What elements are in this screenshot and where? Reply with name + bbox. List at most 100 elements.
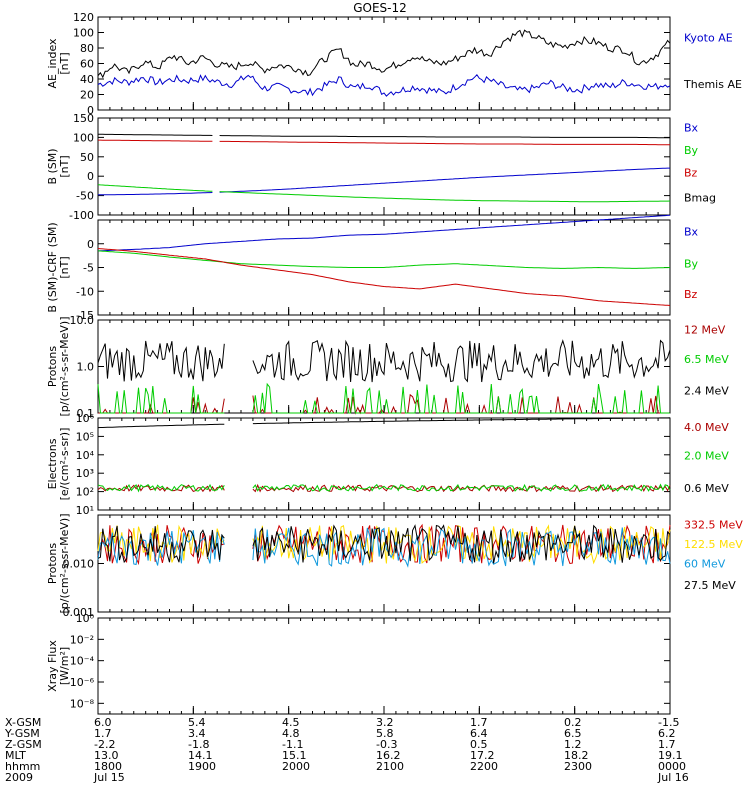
y-tick-label: 10² — [76, 486, 94, 499]
orbit-cell: 5.4 — [188, 716, 206, 729]
series-line — [97, 184, 671, 203]
orbit-cell: 16.2 — [376, 749, 401, 762]
orbit-cell: 17.2 — [470, 749, 495, 762]
series-line — [97, 382, 670, 414]
series-line — [98, 139, 671, 146]
orbit-cell: -2.2 — [94, 738, 115, 751]
orbit-cell: 14.1 — [188, 749, 213, 762]
orbit-cell: 1.7 — [470, 716, 488, 729]
legend-label: 6.5 MeV — [684, 353, 729, 366]
legend-label: Bz — [684, 166, 698, 179]
orbit-cell: 1800 — [94, 760, 122, 773]
orbit-cell: 1.7 — [94, 727, 112, 740]
orbit-row-label: 2009 — [5, 771, 33, 784]
y-tick-label: 10⁶ — [76, 412, 95, 425]
orbit-cell: 2300 — [564, 760, 592, 773]
y-tick-label: 10⁻⁶ — [70, 676, 95, 689]
orbit-row-label: Z-GSM — [5, 738, 42, 751]
series-line — [97, 214, 671, 252]
y-tick-label: 100 — [73, 27, 94, 40]
panel-bsm: -100 -50 0 50 100 150 B (SM) [nT] Bx By Bz Bmag — [46, 112, 716, 222]
orbit-cell: 19.1 — [658, 749, 683, 762]
orbit-cell: 18.2 — [564, 749, 589, 762]
legend-label: Themis AE — [683, 78, 742, 91]
y-tick-label: 60 — [80, 58, 94, 71]
legend-label: 332.5 MeV — [684, 519, 743, 532]
orbit-cell: 4.8 — [282, 727, 300, 740]
y-tick-label: 0 — [87, 104, 94, 117]
legend-label: 4.0 MeV — [684, 421, 729, 434]
legend-label: Bmag — [684, 192, 716, 205]
y-tick-label: 0 — [87, 170, 94, 183]
orbit-cell: -1.8 — [188, 738, 209, 751]
y-axis-label: [W/m²] — [58, 647, 71, 685]
orbit-row-label: Y-GSM — [4, 727, 40, 740]
y-axis-label: [nT] — [58, 52, 71, 74]
orbit-cell: 0.5 — [470, 738, 488, 751]
orbit-cell: 2100 — [376, 760, 404, 773]
legend-label: Bx — [684, 225, 699, 238]
panel-protons_low: 0.1 1.0 10.0 Protons [p/(cm²-s-sr-MeV)] 12 Me… — [46, 314, 729, 420]
panel-frame — [97, 117, 671, 216]
y-axis-label: Xray Flux — [46, 640, 59, 692]
panel-electrons: 10¹ 10² 10³ 10⁴ 10⁵ 10⁶ Electrons [e/(cm²-s-sr)… — [46, 412, 729, 517]
orbit-cell: 2200 — [470, 760, 498, 773]
y-axis-label: [p/(cm²-s-sr-MeV)] — [58, 514, 71, 614]
y-tick-label: 10⁵ — [76, 430, 94, 443]
legend-label: Bz — [684, 288, 698, 301]
y-axis-label: B (SM)-CRF (SM) — [46, 222, 59, 312]
y-axis-label: [nT] — [58, 256, 71, 278]
y-tick-label: -15 — [76, 309, 94, 322]
y-tick-label: 10³ — [76, 467, 94, 480]
y-tick-label: 150 — [73, 112, 94, 125]
y-tick-label: -10 — [76, 285, 94, 298]
orbit-cell: 1.7 — [658, 738, 676, 751]
orbit-cell: Jul 15 — [93, 771, 125, 784]
y-tick-label: 40 — [80, 73, 94, 86]
series-line — [97, 483, 671, 493]
legend-label: 27.5 MeV — [684, 579, 736, 592]
orbit-cell: -0.3 — [376, 738, 397, 751]
y-tick-label: 10⁻⁴ — [70, 655, 95, 668]
legend-label: 2.4 MeV — [684, 385, 729, 398]
orbit-cell: 5.8 — [376, 727, 394, 740]
y-tick-label: -50 — [76, 190, 94, 203]
orbit-row-label: MLT — [5, 749, 26, 762]
legend-label: 60 MeV — [684, 558, 726, 571]
panel-xray: 10⁻⁸ 10⁻⁶ 10⁻⁴ 10⁻² 10⁰ Xray Flux [W/m²] — [46, 612, 671, 715]
y-tick-label: 0 — [87, 238, 94, 251]
legend-label: By — [684, 258, 699, 271]
chart-title: GOES-12 — [353, 1, 407, 15]
orbit-cell: 0.2 — [564, 716, 582, 729]
series-line — [97, 524, 671, 564]
y-tick-label: 0.010 — [63, 558, 95, 571]
orbit-cell: -1.1 — [282, 738, 303, 751]
orbit-cell: 15.1 — [282, 749, 307, 762]
y-axis-label: [nT] — [58, 155, 71, 177]
series-line — [97, 417, 671, 429]
series-line — [97, 250, 671, 269]
orbit-cell: 1.2 — [564, 738, 582, 751]
orbit-cell: 6.4 — [470, 727, 488, 740]
y-axis-label: Protons — [46, 346, 59, 387]
panel-frame — [97, 617, 671, 715]
orbit-cell: 6.0 — [94, 716, 112, 729]
y-tick-label: 100 — [73, 131, 94, 144]
y-tick-label: 10¹ — [76, 504, 94, 517]
legend-label: By — [684, 144, 699, 157]
series-line — [97, 74, 671, 97]
y-axis-label: Electrons — [46, 438, 59, 489]
y-axis-label: [e/(cm²-s-sr)] — [58, 428, 71, 501]
legend-label: 122.5 MeV — [684, 538, 743, 551]
panel-protons_high: 0.001 0.010 Protons [p/(cm²-s-sr-MeV)] 332.5… — [46, 514, 743, 620]
orbit-row-label: hhmm — [5, 760, 40, 773]
series-line — [98, 167, 670, 196]
legend-label: 0.6 MeV — [684, 482, 729, 495]
series-line — [97, 339, 671, 383]
orbit-cell: 2000 — [282, 760, 310, 773]
orbit-cell: -1.5 — [658, 716, 679, 729]
orbit-cell: 3.4 — [188, 727, 206, 740]
orbit-cell: Jul 16 — [657, 771, 689, 784]
panel-frame — [97, 319, 671, 414]
